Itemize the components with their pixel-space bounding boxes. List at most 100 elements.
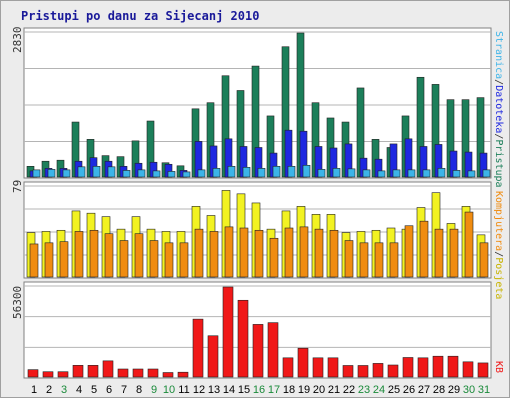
- bar-kb-day-10: [162, 372, 174, 378]
- bar-kompjutera-day-6: [104, 233, 114, 278]
- bar-stranica-day-19: [302, 164, 311, 178]
- bar-kompjutera-day-16: [254, 229, 264, 278]
- bar-stranica-day-23: [362, 169, 371, 178]
- chart-title: Pristupi po danu za Sijecanj 2010: [21, 9, 259, 23]
- day-label-5: 5: [91, 384, 97, 396]
- day-axis: 1 2 3 4 5 6 7 8 9 10 11 12 13 14 15 16 17 18 19 20 21 22 23 24 2…: [31, 384, 490, 396]
- bar-kompjutera-day-27: [419, 220, 429, 278]
- bar-stranica-day-3: [62, 169, 71, 178]
- bar-kb-day-6: [102, 360, 114, 378]
- bar-kb-day-8: [132, 368, 144, 378]
- bar-kb-day-4: [72, 365, 84, 378]
- bar-stranica-day-8: [137, 169, 146, 178]
- legend-visits: Posjeta: [493, 257, 504, 299]
- bar-stranica-day-27: [422, 169, 431, 178]
- bar-kompjutera-day-11: [179, 242, 189, 278]
- bar-stranica-day-14: [227, 166, 236, 178]
- bar-stranica-day-10: [167, 171, 176, 178]
- day-label-23: 23: [358, 384, 370, 396]
- bar-kb-day-13: [207, 335, 219, 378]
- bar-kompjutera-day-9: [149, 240, 159, 278]
- bar-kb-day-7: [117, 368, 129, 378]
- bar-kb-day-29: [447, 355, 459, 378]
- bar-kompjutera-day-23: [359, 242, 369, 278]
- bar-kompjutera-day-24: [374, 242, 384, 278]
- day-label-27: 27: [418, 384, 430, 396]
- bar-stranica-day-17: [272, 166, 281, 178]
- day-label-15: 15: [238, 384, 250, 396]
- bar-kompjutera-day-20: [314, 228, 324, 278]
- bar-stranica-day-18: [287, 166, 296, 178]
- hits-legend: Stranica/Datoteka/Pristupa: [493, 31, 504, 188]
- day-label-16: 16: [253, 384, 265, 396]
- bar-kompjutera-day-4: [74, 231, 84, 278]
- day-label-31: 31: [478, 384, 490, 396]
- bar-stranica-day-20: [317, 169, 326, 178]
- bar-kompjutera-day-28: [434, 228, 444, 278]
- day-label-25: 25: [388, 384, 400, 396]
- bar-kb-day-12: [192, 318, 204, 378]
- bar-kb-day-9: [147, 368, 159, 378]
- day-label-24: 24: [373, 384, 385, 396]
- legend-files: Datoteka: [493, 85, 504, 133]
- bar-kb-day-30: [462, 361, 474, 378]
- bar-kompjutera-day-5: [89, 229, 99, 278]
- bar-kb-day-28: [432, 355, 444, 378]
- day-label-30: 30: [463, 384, 475, 396]
- day-label-14: 14: [223, 384, 235, 396]
- visits-ymax: 79: [11, 180, 24, 193]
- day-label-9: 9: [151, 384, 157, 396]
- bar-kb-day-21: [327, 357, 339, 378]
- day-label-29: 29: [448, 384, 460, 396]
- bar-kb-day-18: [282, 357, 294, 378]
- bar-stranica-day-4: [77, 166, 86, 178]
- bar-kompjutera-day-25: [389, 242, 399, 278]
- bar-stranica-day-22: [347, 168, 356, 178]
- bar-stranica-day-11: [182, 171, 191, 178]
- bar-kb-day-24: [372, 363, 384, 378]
- bar-kompjutera-day-17: [269, 237, 279, 278]
- bar-stranica-day-26: [407, 169, 416, 178]
- day-label-13: 13: [208, 384, 220, 396]
- day-label-11: 11: [178, 384, 189, 396]
- bar-kb-day-11: [177, 371, 189, 378]
- bar-stranica-day-16: [257, 168, 266, 178]
- bar-stranica-day-2: [47, 169, 56, 178]
- kb-legend: KB: [493, 361, 504, 373]
- bar-stranica-day-9: [152, 170, 161, 178]
- day-label-19: 19: [298, 384, 310, 396]
- bar-kompjutera-day-15: [239, 227, 249, 278]
- bar-kompjutera-day-29: [449, 228, 459, 278]
- day-label-3: 3: [61, 384, 67, 396]
- bar-kompjutera-day-14: [224, 226, 234, 278]
- bar-kompjutera-day-30: [464, 211, 474, 278]
- day-label-17: 17: [268, 384, 280, 396]
- bar-kompjutera-day-12: [194, 228, 204, 278]
- bar-kb-day-19: [297, 347, 309, 378]
- bar-stranica-day-29: [452, 170, 461, 178]
- bar-kompjutera-day-21: [329, 229, 339, 278]
- legend-hits: Pristupa: [493, 139, 504, 187]
- bar-stranica-day-28: [437, 168, 446, 178]
- bar-kb-day-20: [312, 357, 324, 378]
- day-label-4: 4: [76, 384, 82, 396]
- bar-kb-day-14: [222, 286, 234, 378]
- bar-kompjutera-day-10: [164, 242, 174, 278]
- bar-stranica-day-7: [122, 170, 131, 178]
- bar-kompjutera-day-1: [29, 243, 39, 278]
- bar-stranica-day-1: [32, 169, 41, 178]
- bar-stranica-day-6: [107, 166, 116, 178]
- legend-sites: Kompjutera: [493, 191, 504, 251]
- bar-kb-day-5: [87, 365, 99, 378]
- bar-stranica-day-30: [467, 170, 476, 178]
- bar-kb-day-26: [402, 357, 414, 378]
- bar-kb-day-2: [42, 371, 54, 378]
- legend-pages: Stranica: [493, 31, 504, 79]
- day-label-1: 1: [31, 384, 37, 396]
- day-label-26: 26: [403, 384, 415, 396]
- bar-kb-day-31: [477, 362, 489, 378]
- bar-kb-day-22: [342, 365, 354, 378]
- legend-kb: KB: [493, 361, 504, 373]
- bar-kb-day-27: [417, 357, 429, 378]
